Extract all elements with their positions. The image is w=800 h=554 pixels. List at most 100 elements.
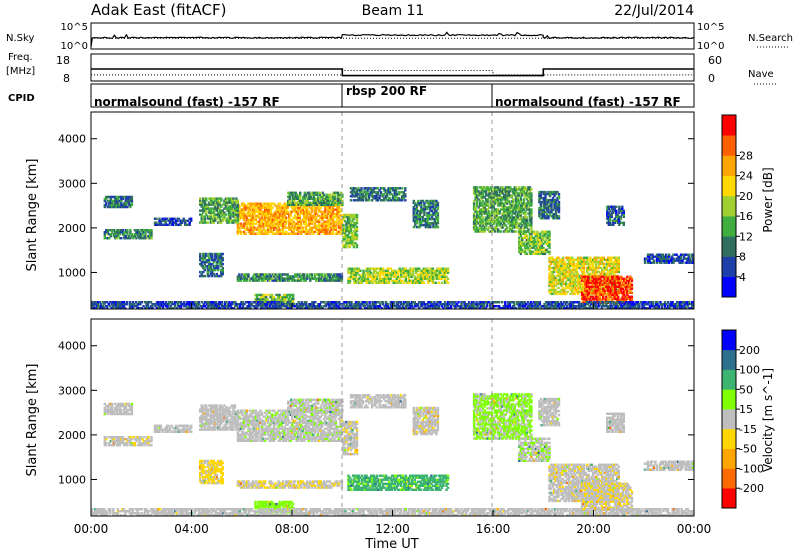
- power-echo-cell: [312, 230, 315, 233]
- power-echo-cell: [251, 277, 255, 280]
- power-echo-cell: [474, 198, 477, 201]
- power-echo-cell: [277, 273, 280, 276]
- power-echo-cell: [539, 206, 543, 210]
- power-echo-cell: [253, 232, 256, 235]
- power-echo-cell: [602, 266, 605, 270]
- power-echo-cell: [518, 238, 521, 241]
- power-echo-cell: [386, 195, 389, 198]
- power-echo-cell: [542, 192, 546, 196]
- power-echo-cell: [567, 282, 571, 286]
- power-echo-cell: [368, 267, 371, 270]
- power-echo-cell: [211, 258, 214, 262]
- power-echo-cell: [474, 222, 477, 225]
- power-echo-cell: [569, 276, 572, 280]
- power-echo-cell: [349, 237, 353, 241]
- power-echo-cell: [578, 280, 581, 284]
- power-echo-cell: [558, 258, 562, 261]
- power-echo-cell: [212, 217, 215, 220]
- power-echo-cell: [259, 204, 262, 207]
- power-echo-cell: [336, 232, 339, 235]
- power-echo-cell: [492, 192, 495, 195]
- power-echo-cell: [605, 283, 608, 286]
- power-echo-cell: [434, 275, 438, 278]
- power-echo-cell: [430, 221, 434, 225]
- power-echo-cell: [318, 203, 321, 206]
- power-echo-cell: [345, 213, 348, 217]
- power-echo-cell: [627, 279, 631, 282]
- power-echo-cell: [620, 285, 623, 288]
- power-echo-cell: [165, 217, 169, 220]
- power-echo-cell: [368, 273, 371, 276]
- power-echo-cell: [519, 234, 522, 237]
- power-echo-cell: [584, 277, 587, 280]
- power-echo-cell: [616, 266, 619, 270]
- power-echo-cell: [208, 211, 211, 214]
- power-echo-cell: [620, 287, 623, 290]
- power-echo-cell: [330, 228, 333, 231]
- power-echo-cell: [220, 219, 223, 222]
- power-echo-cell: [133, 229, 137, 232]
- power-echo-cell: [269, 275, 273, 278]
- power-echo-cell: [127, 199, 131, 203]
- power-echo-cell: [611, 291, 614, 294]
- power-echo-cell: [323, 199, 326, 202]
- power-echo-cell: [289, 218, 292, 221]
- power-echo-cell: [304, 226, 307, 229]
- power-echo-cell: [238, 230, 241, 233]
- power-echo-cell: [494, 192, 497, 195]
- power-echo-cell: [236, 205, 240, 208]
- power-echo-cell: [478, 220, 482, 223]
- power-echo-cell: [200, 205, 203, 208]
- power-echo-cell: [285, 204, 288, 207]
- power-echo-cell: [293, 203, 296, 206]
- power-echo-cell: [325, 230, 329, 233]
- power-echo-cell: [312, 214, 315, 217]
- power-echo-cell: [360, 273, 364, 276]
- power-echo-cell: [256, 206, 259, 209]
- power-echo-cell: [503, 196, 506, 199]
- power-echo-cell: [551, 278, 554, 282]
- power-echo-cell: [528, 220, 532, 223]
- power-echo-cell: [310, 206, 313, 209]
- power-echo-cell: [542, 242, 545, 245]
- power-echo-cell: [556, 208, 559, 212]
- power-echo-cell: [687, 261, 690, 264]
- power-echo-cell: [533, 242, 536, 245]
- power-echo-cell: [318, 206, 321, 209]
- power-echo-cell: [390, 187, 393, 190]
- power-echo-cell: [288, 201, 291, 204]
- power-echo-cell: [545, 230, 548, 233]
- power-echo-cell: [480, 218, 483, 221]
- power-echo-cell: [547, 210, 550, 214]
- power-echo-cell: [533, 238, 536, 241]
- power-echo-cell: [334, 208, 338, 211]
- power-echo-cell: [340, 222, 344, 225]
- power-echo-cell: [337, 275, 341, 278]
- power-echo-cell: [536, 240, 539, 243]
- power-echo-cell: [206, 217, 209, 220]
- power-echo-cell: [435, 225, 438, 229]
- power-echo-cell: [548, 194, 552, 198]
- power-echo-cell: [621, 297, 624, 300]
- power-echo-cell: [515, 206, 518, 209]
- power-echo-cell: [651, 261, 654, 264]
- power-echo-cell: [330, 214, 333, 217]
- power-echo-cell: [242, 226, 246, 229]
- power-echo-cell: [412, 279, 415, 282]
- power-echo-cell: [500, 204, 503, 207]
- power-echo-cell: [259, 228, 262, 231]
- power-echo-cell: [494, 226, 497, 229]
- power-echo-cell: [351, 233, 354, 237]
- power-echo-cell: [242, 222, 246, 225]
- power-echo-cell: [415, 281, 418, 284]
- power-echo-cell: [306, 216, 309, 219]
- power-echo-cell: [174, 219, 178, 222]
- power-echo-cell: [250, 232, 253, 235]
- power-echo-cell: [291, 232, 294, 235]
- power-echo-cell: [202, 266, 205, 270]
- power-echo-cell: [141, 237, 144, 240]
- power-echo-cell: [556, 196, 559, 200]
- power-echo-cell: [291, 193, 294, 196]
- power-echo-cell: [223, 211, 226, 214]
- power-echo-cell: [199, 270, 202, 274]
